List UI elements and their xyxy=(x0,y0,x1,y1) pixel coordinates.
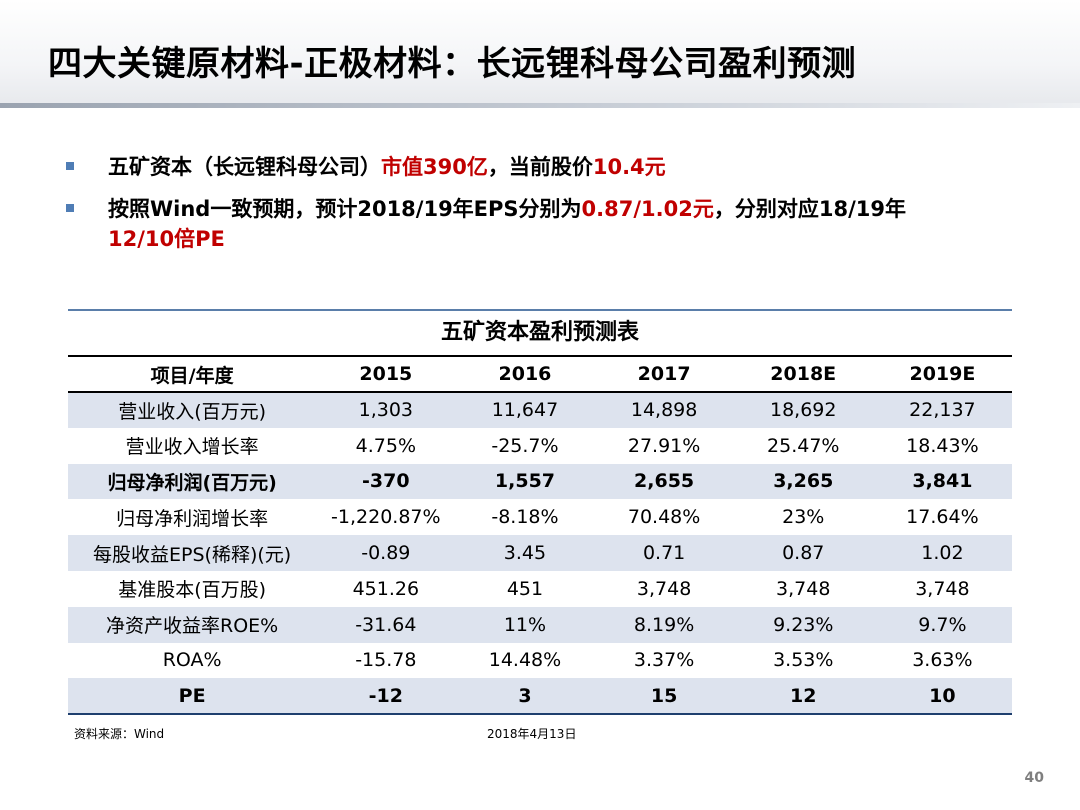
table-row: 基准股本(百万股) 451.26 451 3,748 3,748 3,748 xyxy=(68,571,1012,607)
value-cell: 8.19% xyxy=(633,613,695,636)
table-row: 归母净利润增长率 -1,220.87% -8.18% 70.48% 23% 17.64% xyxy=(68,499,1012,535)
value-cell: 3.37% xyxy=(633,649,695,672)
value-cell: 14,898 xyxy=(630,399,698,422)
header-cell: 项目/年度 xyxy=(150,364,234,387)
bullet-text-plain: 按照Wind一致预期，预计2018/19年EPS分别为 xyxy=(108,197,582,221)
slide-title: 四大关键原材料-正极材料：长远锂科母公司盈利预测 xyxy=(48,44,857,84)
table-row: 归母净利润(百万元) -370 1,557 2,655 3,265 3,841 xyxy=(68,463,1012,500)
bullet-text-plain: ，当前股价 xyxy=(487,155,593,179)
square-bullet-icon xyxy=(66,162,74,170)
bullet-text-highlight: 0.87/1.02元 xyxy=(581,197,714,221)
row-label-cell: 归母净利润增长率 xyxy=(116,507,269,530)
header-cell: 2016 xyxy=(498,363,552,385)
value-cell: 3 xyxy=(518,684,532,707)
forecast-table: 项目/年度 2015 2016 2017 2018E 2019E 营业收入(百万… xyxy=(68,355,1012,715)
value-cell: -12 xyxy=(368,684,403,707)
table-body: 营业收入(百万元) 1,303 11,647 14,898 18,692 22,137 营业… xyxy=(68,392,1012,715)
bullet-text-highlight: 12/10倍PE xyxy=(108,227,225,251)
value-cell: 3.63% xyxy=(912,649,973,672)
value-cell: 4.75% xyxy=(355,434,416,457)
bullet-item: 按照Wind一致预期，预计2018/19年EPS分别为0.87/1.02元，分别… xyxy=(66,194,1056,254)
value-cell: 17.64% xyxy=(906,506,979,529)
bullet-text-highlight: 10.4元 xyxy=(592,155,666,179)
page-number: 40 xyxy=(1024,770,1044,786)
bullet-text: 五矿资本（长远锂科母公司）市值390亿，当前股价10.4元 xyxy=(108,152,666,182)
value-cell: 18,692 xyxy=(770,399,837,422)
bullet-item: 五矿资本（长远锂科母公司）市值390亿，当前股价10.4元 xyxy=(66,152,1056,182)
value-cell: 22,137 xyxy=(909,399,976,422)
value-cell: 3,265 xyxy=(773,470,834,493)
value-cell: -31.64 xyxy=(355,613,417,636)
row-label-cell: 营业收入增长率 xyxy=(125,436,259,459)
table-top-rule xyxy=(68,309,1012,311)
header-cell: 2018E xyxy=(770,363,837,385)
row-label-cell: 归母净利润(百万元) xyxy=(107,471,277,494)
value-cell: -25.7% xyxy=(491,434,559,457)
row-label-cell: 营业收入(百万元) xyxy=(118,400,267,423)
row-label-cell: 每股收益EPS(稀释)(元) xyxy=(93,543,292,566)
table-row: PE -12 3 15 12 10 xyxy=(68,678,1012,715)
source-note: 资料来源：Wind xyxy=(74,727,165,741)
value-cell: 3,841 xyxy=(912,470,973,493)
value-cell: 11% xyxy=(503,613,547,636)
value-cell: -370 xyxy=(362,470,410,493)
bullet-text-plain: ，分别对应18/19年 xyxy=(713,197,906,221)
header-cell: 2017 xyxy=(637,363,691,385)
value-cell: 1,303 xyxy=(358,399,414,422)
title-divider xyxy=(0,103,1080,108)
value-cell: 451.26 xyxy=(352,577,420,600)
square-bullet-icon xyxy=(66,204,74,212)
value-cell: -0.89 xyxy=(361,542,411,565)
title-band: 四大关键原材料-正极材料：长远锂科母公司盈利预测 xyxy=(0,0,1080,108)
value-cell: 18.43% xyxy=(906,434,979,457)
table-header-row: 项目/年度 2015 2016 2017 2018E 2019E xyxy=(68,356,1012,392)
value-cell: 1,557 xyxy=(494,470,556,493)
value-cell: 11,647 xyxy=(491,399,559,422)
value-cell: 12 xyxy=(790,684,817,707)
value-cell: -15.78 xyxy=(355,649,417,672)
row-label-cell: PE xyxy=(178,684,206,707)
header-cell: 2019E xyxy=(909,363,976,385)
table-row: 净资产收益率ROE% -31.64 11% 8.19% 9.23% 9.7% xyxy=(68,606,1012,643)
row-label-cell: 净资产收益率ROE% xyxy=(106,615,279,638)
value-cell: 3,748 xyxy=(636,577,692,600)
value-cell: 25.47% xyxy=(767,434,840,457)
bullet-list: 五矿资本（长远锂科母公司）市值390亿，当前股价10.4元 按照Wind一致预期… xyxy=(66,152,1056,266)
row-label-cell: 基准股本(百万股) xyxy=(118,579,267,602)
value-cell: 3,748 xyxy=(776,577,831,600)
value-cell: 10 xyxy=(929,684,956,707)
header-cell: 2015 xyxy=(359,363,413,385)
value-cell: 0.71 xyxy=(642,542,686,565)
table-row: ROA% -15.78 14.48% 3.37% 3.53% 3.63% xyxy=(68,643,1012,679)
value-cell: -1,220.87% xyxy=(331,506,441,529)
bullet-text-highlight: 市值390亿 xyxy=(381,155,488,179)
value-cell: 1.02 xyxy=(921,542,964,565)
value-cell: 0.87 xyxy=(782,542,825,565)
value-cell: 23% xyxy=(782,506,825,529)
earnings-forecast-table: 五矿资本盈利预测表 项目/年度 2015 2016 2017 2018E 201… xyxy=(68,309,1012,715)
value-cell: 3,748 xyxy=(915,577,970,600)
bullet-text-plain: 五矿资本（长远锂科母公司） xyxy=(108,155,381,179)
value-cell: 9.23% xyxy=(773,613,834,636)
date-note: 2018年4月13日 xyxy=(487,727,577,741)
row-label-cell: ROA% xyxy=(162,649,222,672)
value-cell: 2,655 xyxy=(634,470,695,493)
table-caption: 五矿资本盈利预测表 xyxy=(440,320,639,345)
table-row: 营业收入(百万元) 1,303 11,647 14,898 18,692 22,137 xyxy=(68,392,1012,428)
bullet-text: 按照Wind一致预期，预计2018/19年EPS分别为0.87/1.02元，分别… xyxy=(108,194,906,254)
table-row: 每股收益EPS(稀释)(元) -0.89 3.45 0.71 0.87 1.02 xyxy=(68,535,1012,571)
value-cell: 3.45 xyxy=(503,542,547,565)
value-cell: 27.91% xyxy=(627,434,701,457)
value-cell: 14.48% xyxy=(488,649,562,672)
value-cell: 15 xyxy=(650,684,678,707)
value-cell: 9.7% xyxy=(918,613,967,636)
value-cell: 451 xyxy=(506,577,544,600)
value-cell: -8.18% xyxy=(491,506,559,529)
table-row: 营业收入增长率 4.75% -25.7% 27.91% 25.47% 18.43% xyxy=(68,428,1012,464)
value-cell: 3.53% xyxy=(773,649,834,672)
value-cell: 70.48% xyxy=(627,506,701,529)
